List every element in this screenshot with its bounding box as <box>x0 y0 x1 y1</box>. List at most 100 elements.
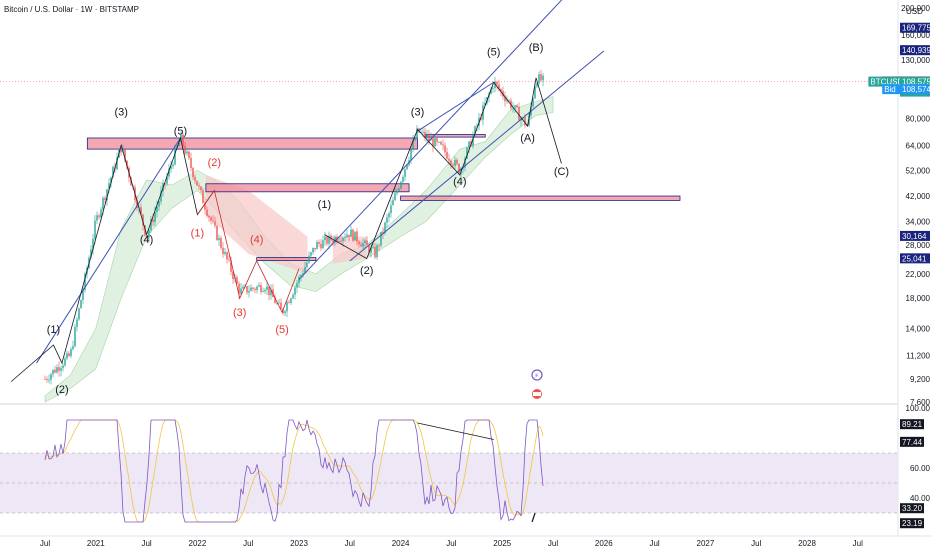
wave-label: (C) <box>554 166 569 178</box>
price-tick-label: 9,200 <box>910 375 931 384</box>
candle-body <box>450 160 452 165</box>
candle-body <box>480 117 482 120</box>
price-tick-label: 160,000 <box>901 31 930 40</box>
candle-body <box>516 105 518 108</box>
rsi-line[interactable] <box>44 419 544 523</box>
candle-body <box>504 96 506 102</box>
wave-path-1[interactable] <box>10 136 215 382</box>
trend-lines[interactable] <box>0 0 898 382</box>
candle-body <box>398 188 400 191</box>
candle-body <box>492 88 494 89</box>
rsi-tag-value: 77.44 <box>902 438 923 447</box>
rsi-pane[interactable]: 100.00 60.00 40.00 89.21 77.44 33.20 23.19 <box>0 404 931 529</box>
candle-body <box>298 276 300 284</box>
time-tick-label: Jul <box>446 539 456 548</box>
price-tag <box>900 22 930 33</box>
candle-body <box>424 131 426 138</box>
wave-label: (4) <box>250 234 263 246</box>
channel-upper-line[interactable] <box>298 0 570 280</box>
rsi-divergence-line[interactable] <box>417 422 494 440</box>
price-axis[interactable]: 200,000 160,000 130,000 80,000 64,000 52,000 4… <box>901 4 930 407</box>
candle-body <box>198 185 200 187</box>
candle-body <box>232 271 234 280</box>
candle-body <box>494 81 496 89</box>
candle-body <box>50 374 52 380</box>
wave-label: (5) <box>275 324 288 336</box>
time-axis[interactable]: Jul 2021 Jul 2022 Jul 2023 Jul 2024 Jul 2025 Jul 20… <box>40 539 863 548</box>
candle-body <box>92 238 94 250</box>
candle-body <box>326 236 328 244</box>
wave-label: (4) <box>140 234 153 246</box>
candle-body <box>358 241 360 245</box>
wave-label: (4) <box>453 176 466 188</box>
candle-body <box>74 326 76 347</box>
candle-body <box>254 288 256 290</box>
resistance-zone[interactable] <box>86 137 418 150</box>
resistance-zone[interactable] <box>256 257 317 261</box>
candle-body <box>142 214 144 226</box>
time-tick-label: Jul <box>853 539 863 548</box>
rsi-ma-line <box>44 419 544 523</box>
candle-body <box>360 244 362 247</box>
candle-body <box>82 289 84 300</box>
candle-body <box>498 84 500 90</box>
wave-label: (3) <box>114 106 127 118</box>
resistance-zone[interactable] <box>400 195 681 201</box>
resistance-zones[interactable] <box>86 134 681 261</box>
wave-label: (1) <box>318 199 331 211</box>
wave-path-2[interactable] <box>324 77 562 260</box>
candle-body <box>518 107 520 121</box>
candle-body <box>306 262 308 268</box>
price-tick-label: 52,000 <box>906 166 931 175</box>
price-tick-label: 130,000 <box>901 56 930 65</box>
lightning-icon[interactable] <box>531 369 543 381</box>
time-tick-label: 2024 <box>392 539 410 548</box>
resistance-zone[interactable] <box>205 183 410 193</box>
candle-body <box>294 287 296 295</box>
candle-body <box>102 197 104 210</box>
candle-body <box>230 260 232 272</box>
candle-body <box>284 311 286 314</box>
candle-body <box>154 212 156 223</box>
channel-lower-line[interactable] <box>349 50 605 262</box>
price-tick-label: 42,000 <box>906 192 931 201</box>
candle-body <box>308 255 310 263</box>
wave-label: (5) <box>487 46 500 58</box>
candle-body <box>64 358 66 366</box>
candle-body <box>146 235 148 238</box>
candle-body <box>208 215 210 218</box>
currency-label: USD <box>906 7 923 16</box>
candle-body <box>210 217 212 221</box>
chart-title: Bitcoin / U.S. Dollar · 1W · BITSTAMP <box>4 5 139 14</box>
candle-body <box>394 193 396 201</box>
candle-body <box>268 286 270 296</box>
candle-body <box>292 294 294 299</box>
candles <box>44 69 544 385</box>
candle-body <box>316 242 318 250</box>
candle-body <box>140 207 142 215</box>
price-tag <box>900 253 930 264</box>
candle-body <box>512 107 514 109</box>
candle-body <box>382 232 384 234</box>
candle-body <box>468 141 470 148</box>
channel-line[interactable] <box>36 137 181 364</box>
candle-body <box>266 286 268 290</box>
channel-mid-line[interactable] <box>417 81 495 132</box>
candle-body <box>442 144 444 146</box>
price-tick-label: 80,000 <box>906 114 931 123</box>
candle-body <box>542 75 544 81</box>
rsi-tag <box>900 436 924 447</box>
candle-body <box>370 247 372 253</box>
price-tags: 169,775140,939Ask108,575BTCUSD108,5752d … <box>868 22 931 264</box>
time-tick-label: 2022 <box>189 539 207 548</box>
time-tick-label: Jul <box>243 539 253 548</box>
wave-path-correction[interactable] <box>197 189 300 314</box>
resistance-zone[interactable] <box>425 134 486 138</box>
price-tick-label: 200,000 <box>901 4 930 13</box>
candle-body <box>84 273 86 290</box>
candle-body <box>416 128 418 139</box>
candle-body <box>396 190 398 194</box>
candle-body <box>314 247 316 250</box>
candle-body <box>240 288 242 294</box>
